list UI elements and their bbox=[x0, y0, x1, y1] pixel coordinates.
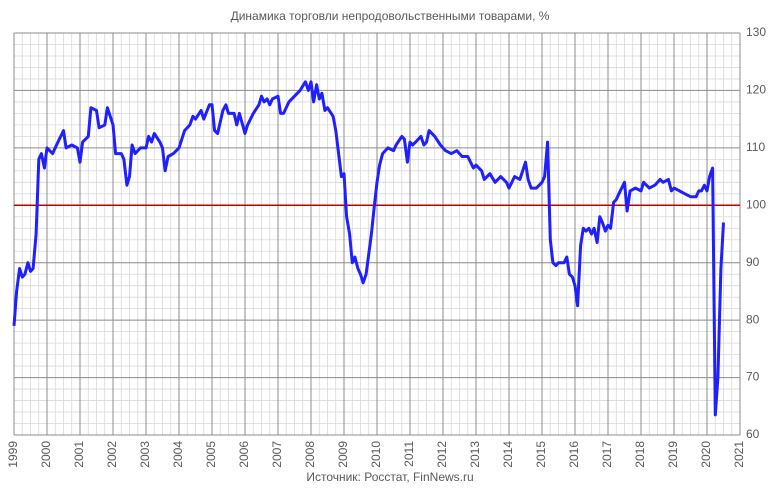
x-tick-label: 2015 bbox=[534, 441, 548, 468]
x-tick-label: 2005 bbox=[204, 441, 218, 468]
data-line bbox=[12, 80, 725, 417]
y-tick-label: 120 bbox=[746, 83, 766, 97]
x-tick-label: 2007 bbox=[270, 441, 284, 468]
x-tick-label: 2000 bbox=[39, 441, 53, 468]
x-tick-label: 2019 bbox=[666, 441, 680, 468]
x-tick-label: 2013 bbox=[468, 441, 482, 468]
x-tick-label: 2009 bbox=[336, 441, 350, 468]
x-tick-label: 2014 bbox=[501, 441, 515, 468]
x-tick-label: 2006 bbox=[237, 441, 251, 468]
x-tick-label: 2018 bbox=[633, 441, 647, 468]
x-tick-label: 2001 bbox=[72, 441, 86, 468]
x-tick-label: 2021 bbox=[732, 441, 746, 468]
y-tick-label: 90 bbox=[746, 255, 760, 269]
x-tick-label: 2008 bbox=[303, 441, 317, 468]
x-tick-label: 2010 bbox=[369, 441, 383, 468]
source-note: Источник: Росстат, FinNews.ru bbox=[306, 470, 473, 484]
y-tick-label: 110 bbox=[746, 140, 765, 154]
x-tick-label: 2011 bbox=[402, 441, 416, 467]
x-tick-label: 2012 bbox=[435, 441, 449, 468]
x-tick-label: 2017 bbox=[600, 441, 614, 468]
y-tick-label: 80 bbox=[746, 312, 760, 326]
x-tick-label: 2002 bbox=[105, 441, 119, 468]
y-tick-label: 70 bbox=[746, 370, 760, 384]
y-tick-label: 130 bbox=[746, 25, 766, 39]
chart-title: Динамика торговли непродовольственными т… bbox=[231, 9, 550, 23]
x-tick-label: 2020 bbox=[699, 441, 713, 468]
y-tick-label: 100 bbox=[746, 197, 766, 211]
x-tick-label: 1999 bbox=[6, 441, 20, 468]
x-tick-label: 2016 bbox=[567, 441, 581, 468]
x-tick-label: 2003 bbox=[138, 441, 152, 468]
x-tick-label: 2004 bbox=[171, 441, 185, 468]
y-tick-label: 60 bbox=[746, 427, 760, 441]
